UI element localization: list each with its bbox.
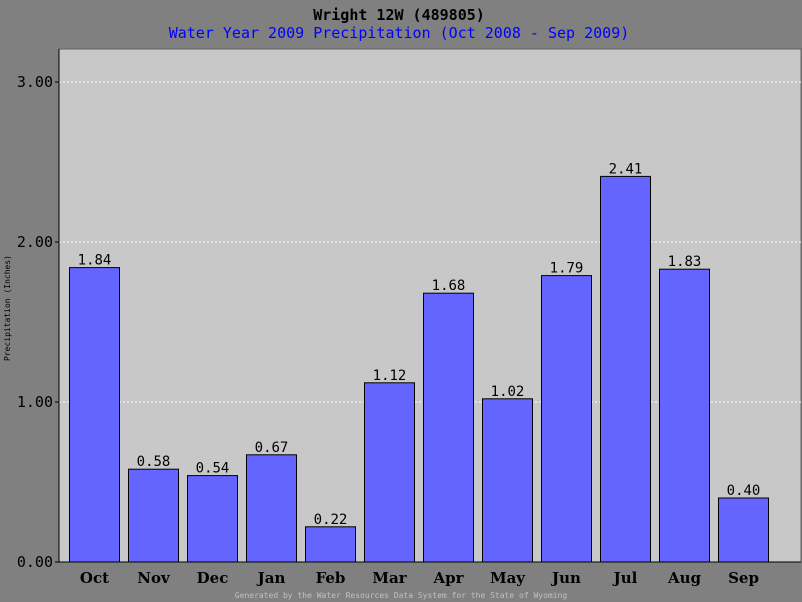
- value-label-jun: 1.79: [550, 261, 584, 277]
- category-label-oct: Oct: [80, 569, 109, 587]
- value-label-nov: 0.58: [137, 454, 171, 470]
- bar-sep: [718, 497, 769, 563]
- y-tick-label: 0.00: [17, 553, 53, 571]
- category-label-jul: Jul: [612, 569, 638, 587]
- value-label-dec: 0.54: [196, 461, 230, 477]
- value-label-jan: 0.67: [255, 440, 289, 456]
- bar-apr: [423, 292, 474, 563]
- category-label-nov: Nov: [137, 569, 171, 587]
- value-label-apr: 1.68: [432, 278, 466, 294]
- bar-aug: [659, 268, 710, 563]
- value-label-oct: 1.84: [78, 253, 112, 269]
- category-label-jun: Jun: [550, 569, 581, 587]
- category-label-apr: Apr: [432, 569, 464, 587]
- bar-oct: [69, 267, 120, 563]
- category-label-aug: Aug: [667, 569, 702, 587]
- y-tick-label: 3.00: [17, 73, 53, 91]
- value-label-mar: 1.12: [373, 368, 407, 384]
- y-tick-label: 2.00: [17, 233, 53, 251]
- chart-title: Wright 12W (489805): [313, 6, 485, 24]
- value-label-aug: 1.83: [668, 254, 702, 270]
- category-label-feb: Feb: [316, 569, 346, 587]
- value-labels: 1.84 0.58 0.54 0.67 0.22 1.12 1.68 1.02 1.79 2.41…: [78, 161, 761, 527]
- category-label-dec: Dec: [197, 569, 229, 587]
- category-label-sep: Sep: [728, 569, 759, 587]
- value-label-jul: 2.41: [609, 161, 643, 177]
- y-axis-ticks: 0.00 1.00 2.00 3.00: [17, 73, 59, 571]
- category-label-may: May: [490, 569, 526, 587]
- bar-dec: [187, 475, 238, 563]
- bar-nov: [128, 468, 179, 563]
- value-label-may: 1.02: [491, 384, 525, 400]
- value-label-sep: 0.40: [727, 483, 761, 499]
- bar-jan: [246, 454, 297, 563]
- bars: [69, 175, 769, 563]
- category-label-jan: Jan: [256, 569, 286, 587]
- category-label-mar: Mar: [372, 569, 407, 587]
- footer-text: Generated by the Water Resources Data Sy…: [235, 591, 568, 600]
- value-label-feb: 0.22: [314, 512, 348, 528]
- bar-jun: [541, 275, 592, 563]
- bar-mar: [364, 382, 415, 563]
- x-axis-categories: Oct Nov Dec Jan Feb Mar Apr May Jun Jul Aug Sep: [80, 569, 759, 587]
- y-axis-label: Precipitation (Inches): [3, 255, 12, 361]
- bar-feb: [305, 526, 356, 563]
- bar-may: [482, 398, 533, 563]
- bar-jul: [600, 175, 651, 563]
- y-tick-label: 1.00: [17, 393, 53, 411]
- chart-subtitle: Water Year 2009 Precipitation (Oct 2008 …: [169, 24, 630, 42]
